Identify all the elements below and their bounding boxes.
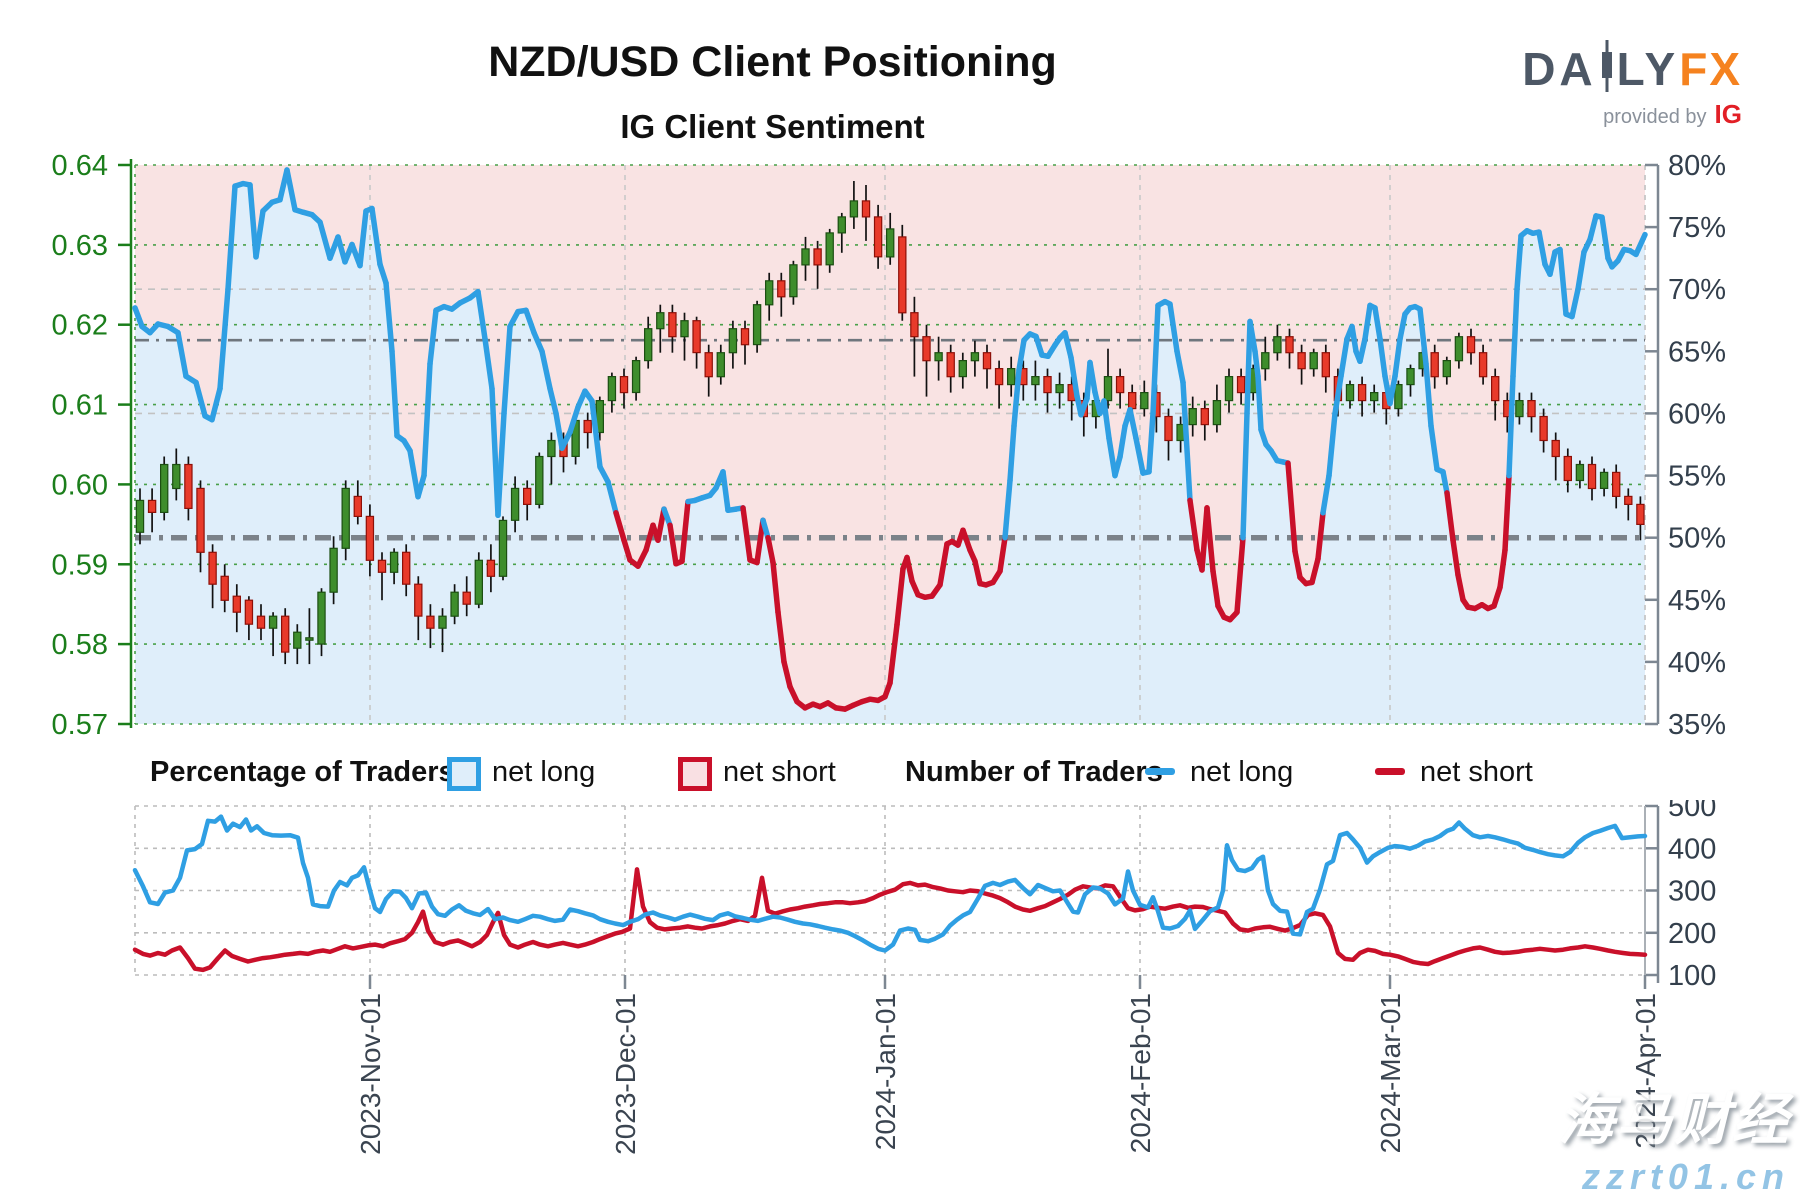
svg-text:2024-Apr-01: 2024-Apr-01	[1630, 993, 1661, 1149]
svg-text:0.59: 0.59	[52, 549, 108, 581]
svg-text:2023-Nov-01: 2023-Nov-01	[355, 993, 386, 1155]
net-short-box-swatch	[678, 757, 712, 791]
svg-text:60%: 60%	[1668, 398, 1726, 430]
svg-text:35%: 35%	[1668, 709, 1726, 741]
number-of-traders-chart: 500 400 300 200 100 2023-Nov-01 2023-Dec-01 202…	[132, 800, 1716, 1155]
logo-text-ly: LY	[1616, 42, 1680, 95]
page-title: NZD/USD Client Positioning	[488, 38, 1057, 86]
candlestick-icon	[1600, 40, 1614, 97]
svg-text:70%: 70%	[1668, 274, 1726, 306]
chart-subtitle: IG Client Sentiment	[620, 108, 925, 145]
svg-text:0.63: 0.63	[52, 230, 108, 262]
svg-text:40%: 40%	[1668, 647, 1726, 679]
svg-text:0.62: 0.62	[52, 310, 108, 342]
ig-logo: IG	[1714, 99, 1742, 129]
sentiment-price-chart: 0.64 0.63 0.62 0.61 0.60 0.59 0.58 0.57 80% 75% 70…	[52, 150, 1727, 741]
svg-text:2024-Mar-01: 2024-Mar-01	[1375, 993, 1406, 1153]
svg-text:2023-Dec-01: 2023-Dec-01	[610, 993, 641, 1155]
svg-text:0.60: 0.60	[52, 469, 108, 501]
svg-text:0.58: 0.58	[52, 629, 108, 661]
svg-text:50%: 50%	[1668, 523, 1726, 555]
net-long-box-swatch	[447, 757, 481, 791]
dailyfx-logo: DA LY FX provided by IG	[1522, 40, 1742, 130]
svg-text:45%: 45%	[1668, 585, 1726, 617]
logo-text-fx: FX	[1679, 42, 1742, 95]
provided-by-text: provided by	[1603, 106, 1707, 128]
watermark-line1: 海马财经	[1558, 1088, 1790, 1151]
svg-text:100: 100	[1668, 960, 1716, 992]
svg-text:80%: 80%	[1668, 150, 1726, 182]
svg-text:2024-Jan-01: 2024-Jan-01	[870, 993, 901, 1150]
legend-num-net-long: net long	[1190, 756, 1294, 788]
legend-pct-net-short: net short	[723, 756, 836, 788]
legend-pct-net-long: net long	[492, 756, 596, 788]
svg-text:0.57: 0.57	[52, 709, 108, 741]
svg-text:400: 400	[1668, 833, 1716, 865]
watermark: 海马财经 zzrt01.cn	[1558, 1075, 1790, 1198]
svg-text:200: 200	[1668, 918, 1716, 950]
svg-text:2024-Feb-01: 2024-Feb-01	[1125, 993, 1156, 1153]
svg-text:300: 300	[1668, 876, 1716, 908]
net-short-line-swatch	[1375, 768, 1405, 775]
svg-text:75%: 75%	[1668, 212, 1726, 244]
legend-percentage-of-traders: Percentage of Traders	[150, 756, 455, 788]
legend-number-of-traders: Number of Traders	[905, 756, 1163, 788]
svg-text:65%: 65%	[1668, 336, 1726, 368]
watermark-line2: zzrt01.cn	[1581, 1156, 1790, 1197]
svg-text:500: 500	[1668, 800, 1716, 823]
page-header: NZD/USD Client Positioning	[0, 38, 1545, 87]
legend-num-net-short: net short	[1420, 756, 1533, 788]
net-long-line-swatch	[1145, 768, 1175, 775]
chart-legend: Percentage of Traders net long net short…	[0, 750, 1800, 796]
svg-text:0.64: 0.64	[52, 150, 108, 182]
logo-text-da: DA	[1522, 42, 1597, 95]
svg-text:0.61: 0.61	[52, 390, 108, 422]
svg-text:55%: 55%	[1668, 461, 1726, 493]
